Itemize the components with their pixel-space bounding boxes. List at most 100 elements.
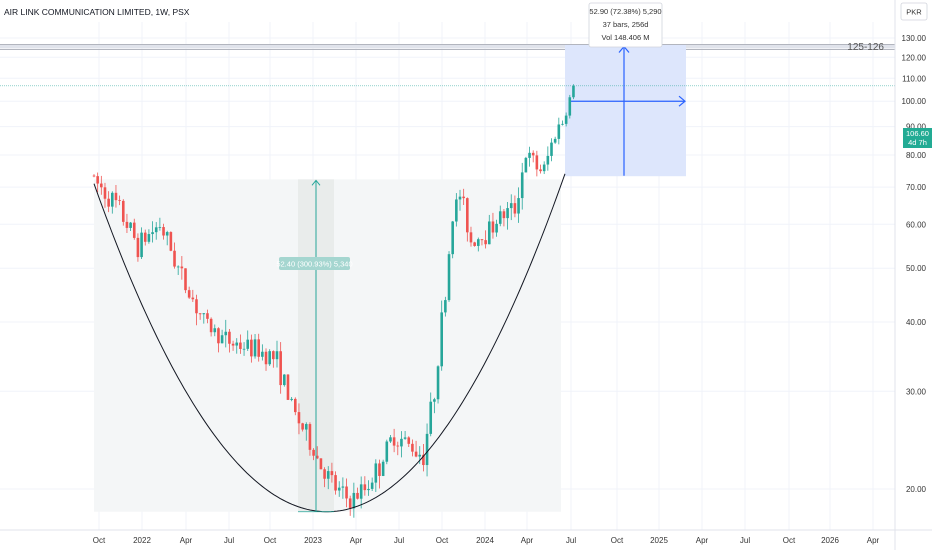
candle-body xyxy=(206,313,209,319)
candle-body xyxy=(444,300,447,313)
candle-body xyxy=(191,297,195,300)
candle-body xyxy=(184,268,187,291)
candle-body xyxy=(520,172,524,199)
candle-body xyxy=(235,342,239,346)
currency-label: PKR xyxy=(906,8,922,17)
last-price-tag: 106.60 4d 7h xyxy=(903,128,932,148)
candle-body xyxy=(370,482,374,489)
x-tick-label: Oct xyxy=(264,536,277,545)
candle-body xyxy=(378,463,381,476)
candle-body xyxy=(352,492,356,509)
candle-body xyxy=(323,469,326,479)
candle-body xyxy=(550,142,553,156)
candle-body xyxy=(143,232,147,242)
candle-body xyxy=(528,152,531,158)
candle-body xyxy=(114,192,118,201)
candle-body xyxy=(301,423,304,430)
x-tick-label: Apr xyxy=(180,536,193,545)
candle-body xyxy=(330,471,334,476)
candle-body xyxy=(396,445,400,447)
candle-body xyxy=(129,222,132,228)
x-tick-label: Oct xyxy=(783,536,796,545)
x-tick-label: Jul xyxy=(566,536,576,545)
candle-body xyxy=(231,343,235,346)
candle-body xyxy=(513,203,517,214)
candle-body xyxy=(169,232,173,251)
range-measure-label: 52.40 (300.93%) 5,340 xyxy=(276,257,353,270)
projection-box xyxy=(565,45,686,177)
x-tick-label: 2023 xyxy=(304,536,322,545)
candle-body xyxy=(498,211,502,224)
candle-body xyxy=(517,198,520,214)
candle-body xyxy=(279,351,282,386)
projection-info-box: 52.90 (72.38%) 5,290 37 bars, 256d Vol 1… xyxy=(588,2,663,48)
candle-body xyxy=(283,374,286,386)
candle-body xyxy=(414,451,418,457)
candle-body xyxy=(173,250,176,267)
candle-body xyxy=(473,242,476,246)
candle-body xyxy=(334,475,337,491)
candle-body xyxy=(480,239,484,241)
candle-body xyxy=(400,438,403,447)
candle-body xyxy=(539,169,542,172)
candle-body xyxy=(367,488,370,491)
target-range-band xyxy=(0,44,895,49)
x-tick-label: Jul xyxy=(224,536,234,545)
x-tick-label: 2026 xyxy=(821,536,839,545)
candle-body xyxy=(337,487,341,491)
candle-body xyxy=(103,187,107,199)
candle-body xyxy=(524,157,528,173)
x-tick-label: Jul xyxy=(394,536,404,545)
candle-body xyxy=(374,463,378,483)
candle-body xyxy=(151,232,154,235)
candle-body xyxy=(180,266,184,269)
y-tick-label: 40.00 xyxy=(906,318,927,327)
candle-body xyxy=(268,351,271,365)
candle-body xyxy=(228,331,231,344)
candle-body xyxy=(407,437,411,444)
candle-body xyxy=(564,115,568,124)
y-tick-label: 70.00 xyxy=(906,183,927,192)
candle-body xyxy=(308,424,312,450)
y-tick-label: 80.00 xyxy=(906,151,927,160)
candle-body xyxy=(345,486,348,499)
candle-body xyxy=(553,138,557,143)
x-tick-label: 2022 xyxy=(133,536,151,545)
candle-body xyxy=(557,124,561,139)
candle-body xyxy=(294,398,297,413)
candle-body xyxy=(176,266,180,268)
candle-body xyxy=(451,221,454,255)
projection-volume-text: Vol 148.406 M xyxy=(602,33,650,42)
x-tick-label: Apr xyxy=(867,536,880,545)
candle-body xyxy=(561,123,564,125)
candle-body xyxy=(154,227,158,233)
candle-body xyxy=(447,254,451,301)
candle-body xyxy=(96,176,99,184)
candle-body xyxy=(257,339,260,357)
projection-bars-text: 37 bars, 256d xyxy=(603,20,649,29)
candle-body xyxy=(433,399,436,402)
candle-body xyxy=(392,437,396,446)
projection-change-text: 52.90 (72.38%) 5,290 xyxy=(589,7,661,16)
candle-body xyxy=(440,312,443,367)
candle-body xyxy=(290,398,293,400)
candle-body xyxy=(220,335,224,344)
candle-body xyxy=(484,240,487,245)
candle-body xyxy=(531,152,535,156)
candle-body xyxy=(246,339,250,349)
candle-body xyxy=(187,290,191,298)
candle-body xyxy=(455,199,458,222)
candle-body xyxy=(312,449,315,456)
candle-body xyxy=(272,351,275,360)
y-tick-label: 50.00 xyxy=(906,264,927,273)
candle-body xyxy=(385,441,389,462)
y-tick-label: 30.00 xyxy=(906,387,927,396)
range-arrow-head xyxy=(311,179,321,186)
currency-button[interactable]: PKR xyxy=(900,2,928,21)
y-tick-label: 60.00 xyxy=(906,220,927,229)
candle-body xyxy=(107,198,110,207)
candle-body xyxy=(495,223,498,233)
candle-body xyxy=(429,401,433,434)
